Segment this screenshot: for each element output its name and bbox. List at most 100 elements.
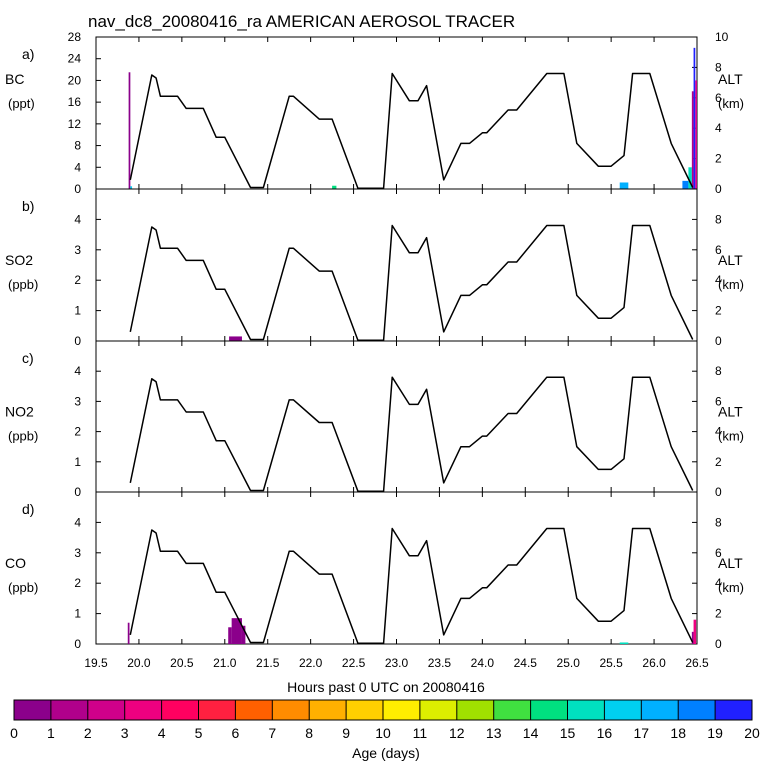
data-bar (127, 622, 130, 644)
altitude-line (129, 376, 694, 492)
panel-label: d) (22, 501, 34, 517)
y2-tick-label: 6 (715, 546, 722, 560)
y-axis-label: SO2 (5, 252, 33, 268)
colorbar-tick-label: 2 (84, 725, 92, 741)
altitude-line (129, 224, 694, 341)
y-tick-label: 3 (74, 394, 81, 408)
y-tick-label: 2 (74, 425, 81, 439)
y-tick-label: 4 (74, 515, 81, 529)
y-tick-label: 3 (74, 546, 81, 560)
colorbar-segment (198, 700, 236, 720)
y2-axis-unit: (km) (718, 277, 744, 292)
x-tick-label: 21.0 (213, 656, 237, 670)
data-bar (128, 72, 131, 189)
data-bar (693, 619, 697, 644)
y-tick-label: 8 (74, 139, 81, 153)
y-tick-label: 0 (74, 485, 81, 499)
y2-tick-label: 0 (715, 637, 722, 651)
x-tick-label: 23.0 (385, 656, 409, 670)
y-axis-label: BC (5, 71, 24, 87)
y-tick-label: 3 (74, 243, 81, 257)
colorbar-tick-label: 20 (744, 725, 760, 741)
y-tick-label: 1 (74, 455, 81, 469)
y2-tick-label: 2 (715, 455, 722, 469)
colorbar-segment (678, 700, 716, 720)
colorbar-tick-label: 4 (158, 725, 166, 741)
y2-tick-label: 4 (715, 121, 722, 135)
data-bar (332, 185, 337, 189)
data-bar (241, 625, 246, 644)
colorbar-segment (272, 700, 310, 720)
panels: 04812162024280246810a)BC(ppt)ALT(km)0123… (5, 30, 744, 670)
x-tick-label: 26.0 (642, 656, 666, 670)
x-tick-label: 25.5 (599, 656, 623, 670)
colorbar-tick-label: 19 (707, 725, 723, 741)
data-bar (693, 47, 696, 189)
x-tick-label: 25.0 (557, 656, 581, 670)
colorbar-tick-label: 5 (195, 725, 203, 741)
y2-tick-label: 0 (715, 485, 722, 499)
colorbar-segment (493, 700, 532, 720)
colorbar-segment (14, 700, 52, 720)
colorbar-tick-label: 10 (375, 725, 391, 741)
y2-tick-label: 0 (715, 334, 722, 348)
data-bar (619, 642, 629, 644)
y2-tick-label: 8 (715, 515, 722, 529)
panel-2: 0 1 2 3 4 0 2 4 6 8 b) SO2 (ppb) ALT (km) (5, 188, 744, 348)
colorbar-label: Age (days) (352, 745, 420, 761)
data-bar (231, 618, 242, 644)
colorbar-segment (530, 700, 568, 720)
colorbar-segment (124, 700, 163, 720)
data-bar (229, 336, 242, 341)
data-bar (691, 631, 694, 644)
y-axis-label: CO (5, 555, 26, 571)
x-tick-label: 23.5 (428, 656, 452, 670)
y2-tick-label: 4 (715, 425, 722, 439)
y2-tick-label: 10 (715, 30, 729, 44)
y-tick-label: 24 (68, 52, 82, 66)
y-axis-unit: (ppb) (8, 277, 38, 292)
x-tick-label: 22.5 (342, 656, 366, 670)
y-tick-label: 4 (74, 364, 81, 378)
y2-tick-label: 8 (715, 60, 722, 74)
colorbar-segment (419, 700, 458, 720)
y-tick-label: 1 (74, 304, 81, 318)
x-tick-label: 20.5 (170, 656, 194, 670)
colorbar-segment (235, 700, 273, 720)
colorbar-tick-label: 9 (342, 725, 350, 741)
y2-tick-label: 4 (715, 273, 722, 287)
y2-tick-label: 6 (715, 243, 722, 257)
colorbar-tick-label: 15 (560, 725, 576, 741)
y-tick-label: 16 (68, 95, 82, 109)
y2-tick-label: 0 (715, 182, 722, 196)
y-tick-label: 0 (74, 637, 81, 651)
y-axis-label: NO2 (5, 404, 34, 420)
data-bar (228, 627, 232, 644)
data-bar (688, 167, 692, 189)
colorbar-tick-label: 1 (47, 725, 55, 741)
colorbar-segment (604, 700, 642, 720)
y-tick-label: 12 (68, 117, 82, 131)
y-tick-label: 1 (74, 607, 81, 621)
y-axis-unit: (ppb) (8, 429, 38, 444)
y-tick-label: 4 (74, 212, 81, 226)
y2-tick-label: 8 (715, 364, 722, 378)
colorbar-tick-label: 18 (670, 725, 686, 741)
colorbar: 0 1 2 3 4 5 6 7 8 9 10 11 12 13 14 15 16 17 18 19 20 (10, 699, 760, 741)
x-tick-label: 26.5 (685, 656, 709, 670)
x-tick-label: 24.0 (471, 656, 495, 670)
y2-axis-label: ALT (718, 252, 743, 268)
colorbar-tick-label: 3 (121, 725, 129, 741)
x-tick-label: 19.5 (84, 656, 108, 670)
y-tick-label: 0 (74, 334, 81, 348)
colorbar-segment (715, 700, 753, 720)
panel-label: a) (22, 46, 34, 62)
x-tick-label: 20.0 (127, 656, 151, 670)
colorbar-segment (567, 700, 605, 720)
colorbar-tick-label: 17 (634, 725, 650, 741)
y2-tick-label: 8 (715, 212, 722, 226)
y-axis-unit: (ppt) (8, 96, 35, 111)
data-bar (130, 186, 133, 189)
y-tick-label: 2 (74, 576, 81, 590)
